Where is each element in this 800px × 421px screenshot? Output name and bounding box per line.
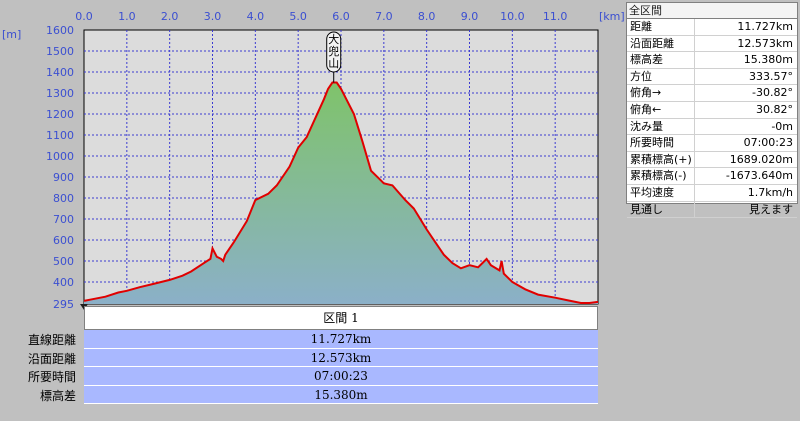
- segment-label: 直線距離: [27, 333, 76, 347]
- y-unit-label: [m]: [2, 28, 21, 41]
- y-tick-label: 1200: [46, 108, 74, 121]
- y-tick-label: 800: [53, 192, 74, 205]
- segment-labels: 直線距離 沿面距離 所要時間 標高差: [0, 331, 80, 405]
- segment-label: 沿面距離: [27, 351, 76, 366]
- summary-row: 累積標高(+) 1689.020m: [627, 151, 797, 169]
- peak-label: 大兜山: [326, 31, 342, 83]
- elevation-line: [83, 81, 599, 304]
- x-tick-labels: 0.0 1.0 2.0 3.0 4.0 5.0 6.0 7.0 8.0 9.0 10.0 11.0: [75, 10, 567, 23]
- x-tick-label: 11.0: [543, 10, 568, 23]
- y-tick-label: 500: [53, 255, 74, 268]
- y-tick-label: 1300: [46, 87, 74, 100]
- segment-header[interactable]: 区間 1: [84, 306, 598, 330]
- y-tick-label: 400: [53, 276, 74, 289]
- y-tick-label: 1600: [46, 24, 74, 37]
- x-tick-label: 4.0: [247, 10, 265, 23]
- segment-value: 11.727km: [84, 330, 598, 349]
- y-tick-label: 1500: [46, 45, 74, 58]
- segment-table: 区間 1 11.727km 12.573km 07:00:23 15.380m: [84, 306, 598, 404]
- x-tick-label: 7.0: [375, 10, 393, 23]
- summary-row: 標高差 15.380m: [627, 52, 797, 69]
- x-tick-label: 6.0: [332, 10, 350, 23]
- peak-label-char: 山: [328, 57, 339, 70]
- segment-value: 15.380m: [84, 385, 598, 404]
- y-tick-labels: 1600 1500 1400 1300 1200 1100 1000 900 800 700 600…: [46, 24, 74, 311]
- summary-row: 方位 333.57°: [627, 68, 797, 86]
- y-tick-label: 600: [53, 234, 74, 247]
- summary-row: 所要時間 07:00:23: [627, 135, 797, 152]
- summary-row: 俯角← 30.82°: [627, 101, 797, 119]
- summary-rows: 距離 11.727km 沿面距離 12.573km 標高差 15.380m 方位 333…: [627, 19, 797, 219]
- segment-label: 所要時間: [27, 370, 76, 384]
- x-tick-label: 5.0: [289, 10, 307, 23]
- summary-row: 平均速度 1.7km/h: [627, 184, 797, 202]
- summary-row: 俯角→ -30.82°: [627, 85, 797, 102]
- x-tick-label: 3.0: [204, 10, 222, 23]
- x-tick-label: 8.0: [418, 10, 436, 23]
- x-tick-label: 1.0: [118, 10, 136, 23]
- summary-title: 全区間: [627, 3, 797, 19]
- summary-row: 距離 11.727km: [627, 19, 797, 36]
- y-tick-label: 1000: [46, 150, 74, 163]
- summary-row: 累積標高(-) -1673.640m: [627, 168, 797, 185]
- y-tick-label: 1400: [46, 66, 74, 79]
- segment-label: 標高差: [39, 388, 76, 403]
- x-tick-label: 2.0: [161, 10, 179, 23]
- summary-row: 見通し 見えます: [627, 201, 797, 219]
- peak-label-char: 兜: [328, 44, 339, 58]
- segment-value: 07:00:23: [84, 367, 598, 386]
- x-unit-label: [km]: [599, 10, 625, 23]
- segment-value: 12.573km: [84, 348, 598, 367]
- y-tick-label: 700: [53, 213, 74, 226]
- peak-label-char: 大: [328, 32, 339, 46]
- x-tick-label: 10.0: [500, 10, 525, 23]
- summary-panel: 全区間 距離 11.727km 沿面距離 12.573km 標高差 15.380m 方…: [626, 2, 798, 219]
- summary-row: 沿面距離 12.573km: [627, 35, 797, 53]
- y-tick-label: 295: [53, 298, 74, 311]
- y-tick-label: 900: [53, 171, 74, 184]
- summary-row: 沈み量 -0m: [627, 118, 797, 136]
- x-tick-label: 0.0: [75, 10, 93, 23]
- y-tick-label: 1100: [46, 129, 74, 142]
- x-tick-label: 9.0: [461, 10, 479, 23]
